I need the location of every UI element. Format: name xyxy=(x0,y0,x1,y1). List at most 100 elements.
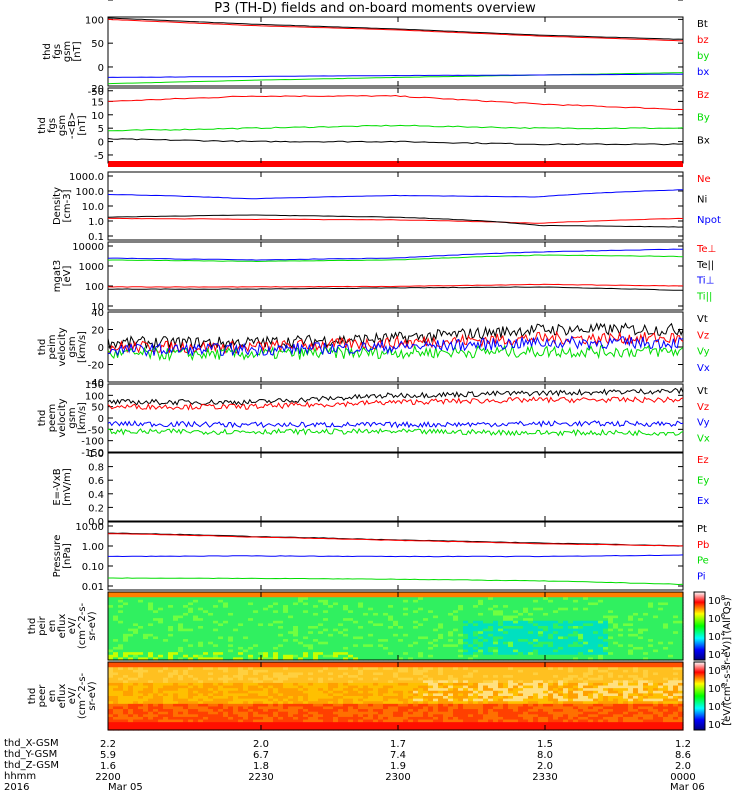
legend-entry: Bt xyxy=(697,19,708,30)
legend-entry: Bx xyxy=(697,135,710,146)
x-gsm-label: thd_X-GSM xyxy=(4,738,59,749)
x-tick-value: 1.6 xyxy=(100,761,116,772)
y-label-line: en xyxy=(47,620,58,633)
panel-frame xyxy=(107,241,684,311)
y-tick-label: 0.0 xyxy=(88,517,104,528)
x-tick-value: 1.5 xyxy=(537,739,553,750)
series-red-line xyxy=(107,283,683,288)
y-tick-label: 100 xyxy=(85,15,104,26)
y-label-line: thd xyxy=(27,618,38,635)
y-label-line: peem xyxy=(47,404,58,432)
y-label-line: [km/s] xyxy=(77,331,88,363)
year-label: 2016 xyxy=(4,782,30,793)
y-tick-label: -40 xyxy=(88,378,104,389)
y-label-line: gsm xyxy=(67,407,78,428)
y-label-line: Pressure xyxy=(52,535,63,578)
series-red-line xyxy=(107,94,684,111)
x-tick-value: 2300 xyxy=(385,772,410,783)
y-tick-label: 10 xyxy=(91,0,104,3)
y-tick-label: 0 xyxy=(98,414,104,425)
series-red-line xyxy=(107,18,684,42)
y-tick-label: 10000 xyxy=(72,0,104,3)
y-tick-label: 0.10 xyxy=(82,562,104,573)
z-gsm-label: thd_Z-GSM xyxy=(4,760,59,771)
y-tick-label: 1000 xyxy=(79,262,104,273)
x-tick-value: 2.0 xyxy=(537,761,553,772)
y-label-line: fgs xyxy=(47,118,58,133)
y-tick-label: -5 xyxy=(94,151,104,162)
y-label-line: -<B> xyxy=(67,112,78,139)
y-label-line: fgs xyxy=(52,44,63,59)
y-label-line: gsm xyxy=(67,336,78,357)
y-axis-label: thd fgs gsm [nT] xyxy=(42,41,83,62)
y-label-line: eV/ xyxy=(67,687,78,704)
y-label-line: [km/s] xyxy=(77,402,88,434)
y-axis-label: Density [cm-3] xyxy=(52,187,73,225)
legend: Vt Vz Vy Vx xyxy=(697,314,710,374)
y-tick-label: 100 xyxy=(85,0,104,3)
hhmm-label: hhmm xyxy=(4,771,37,782)
x-tick-value: 1.9 xyxy=(390,761,406,772)
x-tick-value: 2.0 xyxy=(675,761,691,772)
y-tick-label: 15 xyxy=(91,97,104,108)
series-black-line xyxy=(107,17,684,40)
panel-frame-over xyxy=(107,591,684,661)
legend-entry: By xyxy=(697,113,710,124)
panel-frame xyxy=(107,452,684,522)
series-blue-line xyxy=(107,420,684,429)
colorbar-title: [eV/(cm²-s-sr-eV)] (All Qs) xyxy=(722,597,733,726)
y-label-line: sr-eV) xyxy=(87,611,98,640)
legend: Te⊥ Te|| Ti⊥ Ti|| xyxy=(696,244,716,302)
y-label-line: eV/ xyxy=(67,617,78,634)
x-tick-value: 1.8 xyxy=(253,761,269,772)
panel-frame-over xyxy=(107,661,684,731)
y-label-line: gsm xyxy=(57,115,68,136)
y-tick-label: 100.0 xyxy=(75,187,104,198)
legend-entry: Bz xyxy=(697,90,709,101)
y-label-line: velocity xyxy=(57,327,68,366)
x-tick-value: 5.9 xyxy=(100,750,116,761)
y-tick-label: 0 xyxy=(98,138,104,149)
y-tick-label: 0 xyxy=(98,63,104,74)
legend-entry: Ti|| xyxy=(696,291,712,302)
legend-entry: Vy xyxy=(697,347,710,358)
legend-entry: Ex xyxy=(697,496,709,507)
y-tick-label: 1.0 xyxy=(88,217,104,228)
legend: Ne Ni Npot xyxy=(697,174,721,226)
legend-entry: Vx xyxy=(697,363,710,374)
x-tick-value: 7.4 xyxy=(390,750,406,761)
y-label-line: [nT] xyxy=(77,115,88,135)
bottom-tick-values: 2.2 2.0 1.7 1.5 1.25.9 6.7 7.4 8.0 8.61.6 1.8 1.9 2… xyxy=(95,739,695,783)
series-red-line xyxy=(107,217,684,224)
x-tick-value: 1.2 xyxy=(675,739,691,750)
y-label-line: velocity xyxy=(57,398,68,437)
legend-entry: Ni xyxy=(697,195,707,206)
y-tick-label: -100 xyxy=(81,437,104,448)
y-label-line: thd xyxy=(42,43,53,60)
y-tick-label: 1000.0 xyxy=(69,172,104,183)
x-tick-value: 2330 xyxy=(532,772,557,783)
series-red-line xyxy=(107,396,684,411)
y-tick-label: 10.00 xyxy=(75,522,104,533)
y-label-line: peir xyxy=(37,615,48,635)
y-tick-label: 10 xyxy=(91,0,104,3)
y-tick-label: 5 xyxy=(98,124,104,135)
legend-entry: Te⊥ xyxy=(696,244,716,255)
x-tick-value: 8.6 xyxy=(675,750,691,761)
y-label-line: eflux xyxy=(57,684,68,709)
y-tick-label: 100 xyxy=(85,282,104,293)
x-tick-value: 8.0 xyxy=(537,750,553,761)
y-axis-label: thd peem velocity gsm [km/s] xyxy=(37,398,88,437)
panel-fgs_nT: 100 50 0 -50 thd fgs gsm [nT] Bt bz by bx xyxy=(42,15,709,97)
y-tick-label: 0.6 xyxy=(88,476,104,487)
legend-entry: Pb xyxy=(697,540,709,551)
y-label-line: E=-VxB xyxy=(52,468,63,505)
y-gsm-label: thd_Y-GSM xyxy=(4,749,58,760)
y-tick-label: 50 xyxy=(91,39,104,50)
series-blue-line xyxy=(107,248,684,261)
y-tick-label: -50 xyxy=(88,87,104,98)
spectrogram xyxy=(108,662,684,731)
legend: Pt Pb Pe Pi xyxy=(697,524,709,582)
